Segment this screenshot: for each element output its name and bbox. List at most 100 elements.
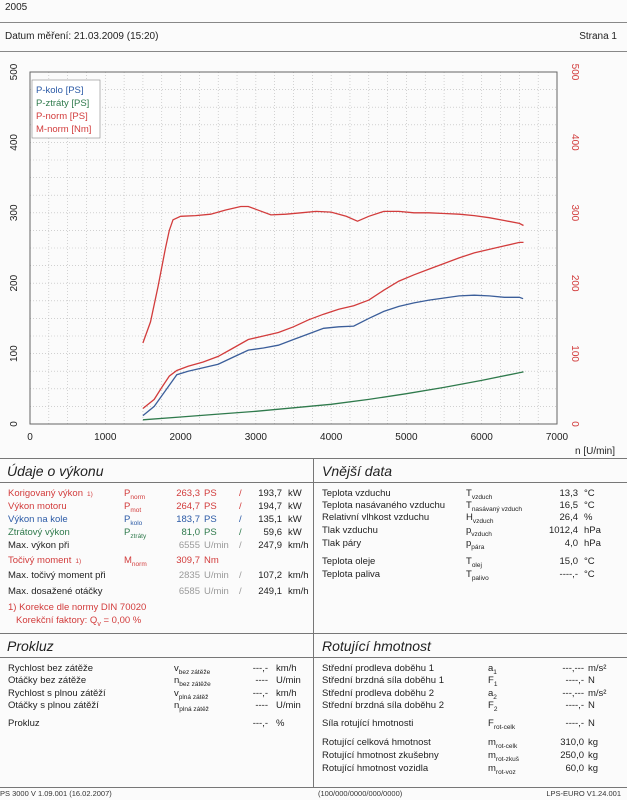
rot-label: Rotující hmotnost vozidla (322, 763, 429, 774)
legend-entry: M-norm [Nm] (36, 124, 91, 135)
y-right-tick-label: 100 (569, 345, 580, 362)
y-left-tick-label: 200 (9, 274, 20, 291)
prokluz-title: Prokluz (7, 638, 54, 654)
rot-label: Síla rotující hmotnosti (322, 718, 414, 729)
rot-unit: N (588, 700, 595, 711)
rot-label: Rotující celková hmotnost (322, 737, 431, 748)
ext-row: Teplota paliva Tpalivo ----,- °C (322, 569, 622, 582)
perf-unit: U/min (204, 540, 229, 551)
perf-separator: / (239, 540, 242, 551)
y-left-tick-label: 500 (9, 63, 20, 80)
perf-row: Korigovaný výkon 1) Pnorm 263,3 PS / 193,7 kW (8, 488, 308, 501)
correction-factor: Korekční faktory: Qv = 0,00 % (16, 615, 141, 628)
slip-label: Otáčky bez zátěže (8, 675, 87, 686)
rot-value: 310,0 (560, 737, 584, 748)
page-number: Strana 1 (579, 31, 617, 42)
rot-row: Střední brzdná síla doběhu 2 F2 ----,- N (322, 700, 622, 713)
ext-symbol: Tolej (466, 556, 482, 569)
perf-unit: U/min (204, 570, 229, 581)
rot-unit: kg (588, 750, 599, 761)
rot-unit: kg (588, 737, 599, 748)
ext-unit: °C (584, 488, 595, 499)
slip-unit: km/h (276, 688, 297, 699)
rot-unit: m/s² (588, 663, 607, 674)
slip-value: ---,- (252, 688, 268, 699)
x-tick-label: 0 (27, 432, 33, 443)
perf-label: Max. výkon při (8, 540, 70, 551)
slip-value: ---,- (252, 663, 268, 674)
rot-symbol: F2 (488, 700, 498, 713)
legend-entry: P-ztráty [PS] (36, 98, 89, 109)
ext-value: 4,0 (564, 538, 578, 549)
x-tick-label: 2000 (169, 432, 192, 443)
perf-row: Max. výkon při 6555 U/min / 247,9 km/h (8, 540, 309, 552)
perf-title: Údaje o výkonu (7, 463, 104, 479)
footer-code: (100/000/0000/000/0000) (318, 789, 403, 798)
slip-symbol: nbez zátěže (174, 675, 211, 688)
rot-value: 250,0 (560, 750, 584, 761)
ext-row: Relativní vlhkost vzduchu Hvzduch 26,4% (322, 512, 622, 525)
slip-unit: U/min (276, 700, 301, 711)
ext-value: ----,- (559, 569, 578, 580)
slip-unit: U/min (276, 675, 301, 686)
rot-row: Střední brzdná síla doběhu 1 F1 ----,- N (322, 675, 622, 688)
ext-unit: °C (584, 556, 595, 567)
perf-row: Výkon na kole Pkolo 183,7 PS / 135,1 kW (8, 514, 308, 527)
header-bar: Datum měření: 21.03.2009 (15:20) Strana … (0, 22, 627, 52)
perf-label: Max. dosažené otáčky (8, 586, 103, 597)
x-tick-label: 4000 (320, 432, 343, 443)
rot-label: Rotující hmotnost zkušebny (322, 750, 439, 761)
perf-row: Výkon motoru Pmot 264,7 PS / 194,7 kW (8, 501, 308, 514)
ext-label: Teplota paliva (322, 569, 381, 580)
rot-symbol: a1 (488, 663, 497, 676)
slip-symbol: nplná zátěž (174, 700, 209, 713)
ext-symbol: pvzduch (466, 525, 492, 538)
ext-label: Tlak páry (322, 538, 362, 549)
correction-factor-sub: v (97, 620, 101, 628)
rot-symbol: Frot-celk (488, 718, 516, 731)
rot-unit: kg (588, 763, 599, 774)
series-line-3 (142, 205, 524, 344)
perf-symbol: Mnorm (124, 555, 147, 568)
x-tick-label: 1000 (94, 432, 117, 443)
rot-symbol: a2 (488, 688, 497, 701)
perf-separator: / (239, 488, 242, 499)
perf-unit-2: kW (288, 501, 302, 512)
ext-unit: % (584, 512, 593, 523)
perf-unit: PS (204, 527, 217, 538)
perf-value: 81,0 (181, 527, 201, 538)
ext-label: Tlak vzduchu (322, 525, 378, 536)
perf-unit-2: kW (288, 488, 302, 499)
perf-symbol: Pnorm (124, 488, 146, 501)
perf-unit-2: kW (288, 514, 302, 525)
legend-box (31, 79, 101, 139)
perf-value-2: 107,2 (258, 570, 282, 581)
perf-symbol: Pmot (124, 501, 142, 514)
y-right-tick-label: 200 (569, 275, 580, 292)
rot-label: Střední prodleva doběhu 1 (322, 663, 434, 674)
perf-unit: PS (204, 488, 217, 499)
perf-unit: PS (204, 501, 217, 512)
perf-label: Výkon na kole (8, 514, 68, 525)
perf-symbol: Pztráty (124, 527, 147, 540)
slip-value: ---,- (252, 718, 268, 729)
ext-symbol: Tpalivo (466, 569, 489, 582)
y-left-tick-label: 400 (9, 134, 20, 151)
rot-value: ---,--- (562, 688, 584, 699)
slip-label: Otáčky s plnou zátěží (8, 700, 99, 711)
perf-value: 263,3 (176, 488, 200, 499)
ext-row: Tlak páry ppára 4,0 hPa (322, 538, 622, 551)
ext-title: Vnější data (322, 463, 393, 479)
perf-value-2: 135,1 (258, 514, 282, 525)
column-divider (313, 458, 314, 788)
perf-separator: / (239, 570, 242, 581)
rot-value: ----,- (565, 675, 584, 686)
series-line-1 (142, 371, 524, 421)
rot-unit: N (588, 675, 595, 686)
footer-software: LPS-EURO V1.24.001 (546, 789, 621, 798)
rot-value: ----,- (565, 700, 584, 711)
perf-separator: / (239, 527, 242, 538)
ext-row: Tlak vzduchu pvzduch 1012,4 hPa (322, 525, 622, 538)
rot-unit: m/s² (588, 688, 607, 699)
ext-row: Teplota oleje Tolej 15,0 °C (322, 556, 622, 569)
